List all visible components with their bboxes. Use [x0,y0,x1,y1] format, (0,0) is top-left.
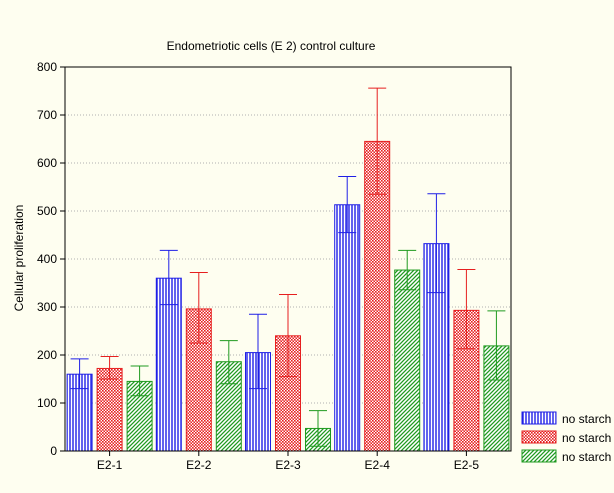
y-tick-label: 700 [37,108,57,122]
legend-swatch [521,449,557,463]
legend: no starch no starch no starch [521,411,611,464]
y-tick-label: 400 [37,252,57,266]
bar [394,269,421,452]
chart-title: Endometriotic cells (E 2) control cultur… [167,39,376,53]
bars-group [66,140,510,452]
error-bars-group [70,87,506,447]
x-tick-label: E2-4 [365,458,391,472]
x-axis-ticks: E2-1 E2-2 E2-3 E2-4 E2-5 [97,451,479,472]
legend-label: no starch [562,450,611,464]
y-tick-label: 600 [37,156,57,170]
y-axis-ticks: 0 100 200 300 400 500 600 700 800 [37,60,65,458]
y-tick-label: 800 [37,60,57,74]
legend-swatch [521,411,557,425]
y-axis-label: Cellular proliferation [12,205,26,312]
x-tick-label: E2-2 [186,458,212,472]
x-tick-label: E2-5 [454,458,480,472]
y-tick-label: 500 [37,204,57,218]
x-tick-label: E2-3 [275,458,301,472]
y-tick-label: 0 [50,444,57,458]
legend-label: no starch [562,431,611,445]
y-tick-label: 200 [37,348,57,362]
x-tick-label: E2-1 [97,458,123,472]
y-tick-label: 300 [37,300,57,314]
y-tick-label: 100 [37,396,57,410]
legend-swatch [521,430,557,444]
bar [155,277,182,452]
bar [96,367,123,452]
legend-label: no starch [562,412,611,426]
bar [334,204,361,452]
